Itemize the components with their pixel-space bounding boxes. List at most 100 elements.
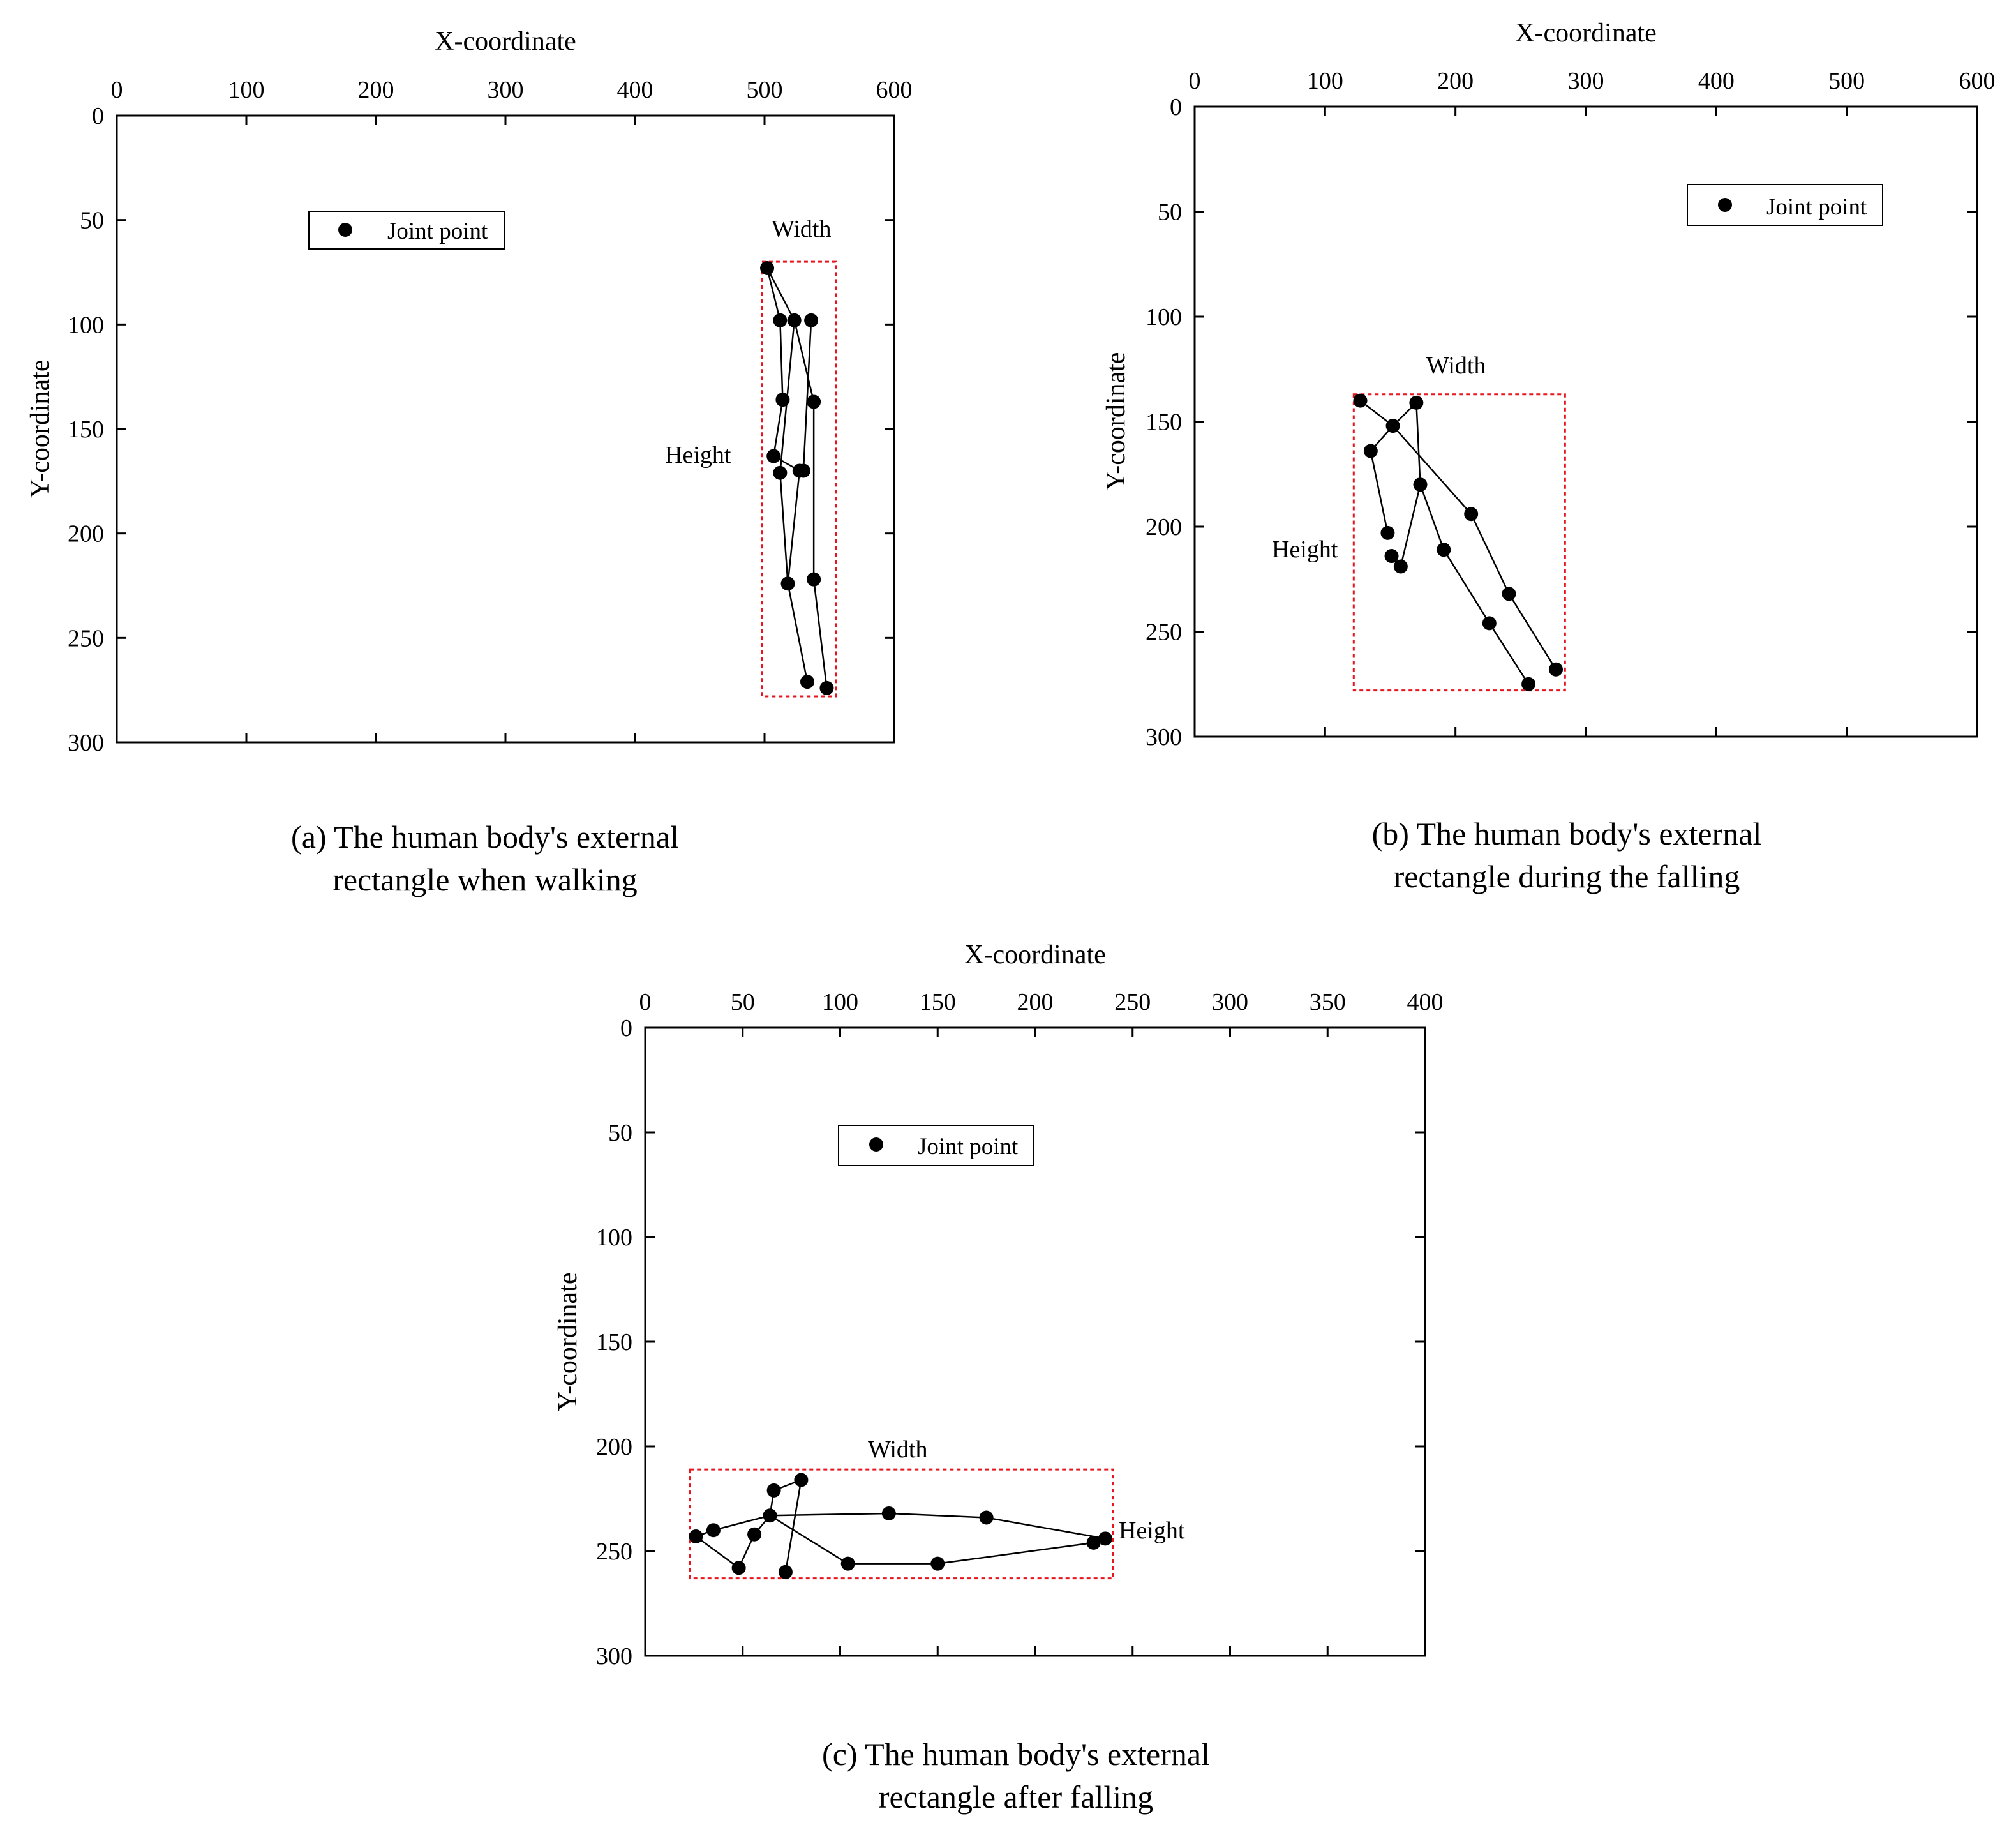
panel-b: X-coordinate Y-coordinate 0 100 200 300 400 5… xyxy=(1101,19,1996,894)
skeleton-edge xyxy=(812,579,828,689)
x-tick-label: 300 xyxy=(1568,68,1604,94)
legend-marker-c xyxy=(869,1137,883,1152)
skeleton-edge xyxy=(766,267,781,321)
y-tick-label: 250 xyxy=(1146,619,1182,646)
x-tick-label: 600 xyxy=(1959,68,1996,94)
caption-a-line-1: (a) The human body's external xyxy=(291,819,679,855)
caption-c-line-1: (c) The human body's external xyxy=(822,1736,1210,1772)
x-tick-label: 200 xyxy=(1437,68,1474,94)
y-tick-label: 250 xyxy=(68,625,104,652)
plot-area-c xyxy=(644,1026,1426,1657)
x-tick-label: 100 xyxy=(822,989,858,1016)
y-axis-title-c: Y-coordinate xyxy=(553,1273,583,1411)
x-tick-label: 500 xyxy=(1828,68,1865,94)
skeleton-edge xyxy=(787,583,809,682)
skeleton-edge xyxy=(1370,451,1389,534)
caption-c-line-2: rectangle after falling xyxy=(879,1779,1153,1815)
skeleton-edge xyxy=(1443,549,1490,624)
x-tick-label: 500 xyxy=(747,77,783,103)
y-tick-label: 0 xyxy=(620,1015,632,1042)
joint-point xyxy=(1353,393,1368,408)
x-tick-label: 200 xyxy=(1017,989,1054,1016)
x-axis-title-a: X-coordinate xyxy=(435,27,576,56)
joint-point xyxy=(804,313,819,327)
y-tick-label: 0 xyxy=(1170,94,1182,121)
y-axis-title-b: Y-coordinate xyxy=(1101,352,1131,491)
joint-point xyxy=(778,1565,793,1579)
x-tick-label: 0 xyxy=(1189,68,1201,94)
joint-point xyxy=(1521,677,1536,691)
y-tick-label: 150 xyxy=(596,1329,632,1356)
x-tick-label: 350 xyxy=(1310,989,1346,1016)
legend-label-a: Joint point xyxy=(387,218,488,244)
joint-point xyxy=(1413,477,1428,492)
x-tick-label: 400 xyxy=(1698,68,1735,94)
joint-point xyxy=(1385,419,1400,433)
joint-point xyxy=(766,449,781,463)
skeleton-edge xyxy=(784,1480,802,1573)
skeleton-edge xyxy=(770,1512,889,1517)
x-axis-title-b: X-coordinate xyxy=(1515,19,1657,48)
legend-a: Joint point xyxy=(308,211,505,250)
skeleton-edge xyxy=(1508,593,1557,670)
legend-b: Joint point xyxy=(1687,184,1883,226)
bounding-rectangle xyxy=(1352,393,1566,692)
skeleton-edge xyxy=(779,472,789,584)
width-annotation-c: Width xyxy=(868,1436,927,1463)
legend-label-c: Joint point xyxy=(918,1134,1019,1160)
skeleton-edge xyxy=(713,1515,770,1531)
joint-point xyxy=(1380,525,1395,540)
skeleton-edge xyxy=(766,267,795,321)
joint-point xyxy=(796,463,810,478)
joint-point xyxy=(1437,543,1451,557)
legend-marker-a xyxy=(338,223,352,237)
joint-point xyxy=(807,394,821,409)
width-annotation-a: Width xyxy=(772,216,831,243)
joint-point xyxy=(747,1527,762,1542)
x-tick-label: 100 xyxy=(228,77,265,103)
caption-a-line-2: rectangle when walking xyxy=(332,862,638,897)
height-annotation-b: Height xyxy=(1272,536,1338,563)
y-tick-label: 150 xyxy=(1146,409,1182,436)
joint-point xyxy=(930,1556,945,1571)
y-tick-label: 100 xyxy=(68,312,104,338)
skeleton-edge xyxy=(1419,484,1445,550)
legend-c: Joint point xyxy=(838,1125,1034,1166)
joint-point xyxy=(1464,507,1479,522)
legend-marker-b xyxy=(1718,198,1732,212)
joint-point xyxy=(807,572,821,587)
x-tick-label: 250 xyxy=(1114,989,1151,1016)
skeleton-edge xyxy=(769,1515,849,1565)
x-tick-label: 600 xyxy=(876,77,913,103)
x-axis-title-c: X-coordinate xyxy=(964,940,1106,970)
y-tick-label: 150 xyxy=(68,416,104,443)
joint-point xyxy=(819,680,834,695)
skeleton-edge xyxy=(986,1517,1106,1540)
joint-point xyxy=(979,1510,994,1525)
joint-point xyxy=(1482,616,1497,631)
y-tick-label: 200 xyxy=(1146,514,1182,541)
x-tick-label: 400 xyxy=(1407,989,1444,1016)
joint-point xyxy=(766,1483,781,1498)
y-tick-label: 100 xyxy=(596,1224,632,1251)
y-tick-label: 200 xyxy=(68,521,104,548)
joint-point xyxy=(731,1561,746,1575)
skeleton-edge xyxy=(1392,425,1472,515)
mark-layer-c: 0 50 100 150 200 250 300 350 400 0 50 100 150 200 250 3… xyxy=(596,989,1444,1670)
skeleton-edge xyxy=(787,470,801,584)
joint-point xyxy=(780,576,795,591)
mark-layer-b: 0 100 200 300 400 500 600 0 50 100 150 200 250 300 xyxy=(1146,68,1996,751)
y-tick-label: 50 xyxy=(608,1120,632,1146)
y-tick-label: 300 xyxy=(596,1643,632,1670)
x-tick-label: 300 xyxy=(1212,989,1248,1016)
x-tick-label: 300 xyxy=(488,77,524,103)
panel-a: X-coordinate Y-coordinate 0 100 200 300 400 5… xyxy=(26,27,913,897)
joint-point xyxy=(840,1556,855,1571)
joint-point xyxy=(787,313,802,327)
y-tick-label: 250 xyxy=(596,1538,632,1565)
skeleton-edge xyxy=(802,320,812,471)
skeleton-edge xyxy=(888,1512,987,1519)
joint-point xyxy=(1384,549,1399,564)
joint-point xyxy=(881,1506,896,1520)
skeleton-edge xyxy=(793,320,815,402)
